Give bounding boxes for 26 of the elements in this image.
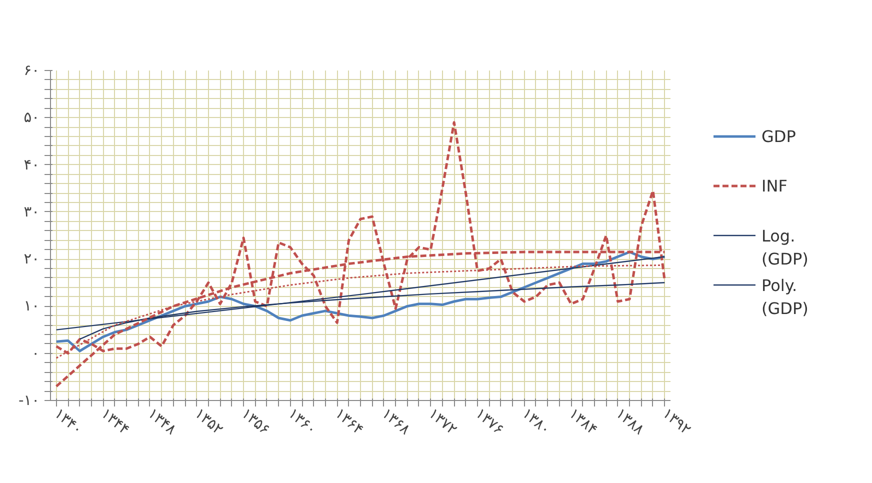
- legend-label: Poly. (GDP): [762, 276, 808, 318]
- legend-label: GDP: [762, 127, 796, 146]
- x-tick-label: ۱۳۹۲: [659, 405, 694, 438]
- y-tick-label: ۱۰: [24, 298, 40, 315]
- x-tick-label: ۱۳۴۴: [98, 405, 133, 438]
- y-tick-label: ۴۰: [24, 156, 40, 174]
- x-tick-label: ۱۳۵۶: [238, 405, 274, 438]
- y-tick-label: ۵۰: [24, 109, 40, 126]
- x-tick-label: ۱۳۶۴: [332, 405, 367, 438]
- y-tick-label: ۲۰: [24, 250, 40, 268]
- y-tick-label: -۱۰: [18, 392, 40, 409]
- x-tick-label: ۱۳۶۰: [284, 405, 320, 438]
- x-tick-label: ۱۳۶۸: [378, 405, 414, 438]
- x-tick-label: ۱۳۵۲: [191, 405, 226, 438]
- x-tick-label: ۱۳۴۸: [144, 405, 180, 438]
- legend-label: Log. (GDP): [762, 226, 808, 268]
- y-tick-label: ۳۰: [24, 203, 40, 220]
- x-tick-label: ۱۳۸۰: [518, 405, 554, 438]
- y-tick-label: ۰: [32, 344, 40, 362]
- y-tick-label: ۶۰: [24, 62, 40, 79]
- x-tick-label: ۱۳۸۴: [566, 405, 601, 438]
- x-tick-label: ۱۳۸۸: [612, 405, 648, 438]
- x-tick-label: ۱۳۴۰: [50, 405, 86, 438]
- x-tick-label: ۱۳۷۶: [472, 405, 508, 438]
- x-tick-label: ۱۳۷۲: [425, 405, 460, 438]
- legend-label: INF: [762, 176, 788, 196]
